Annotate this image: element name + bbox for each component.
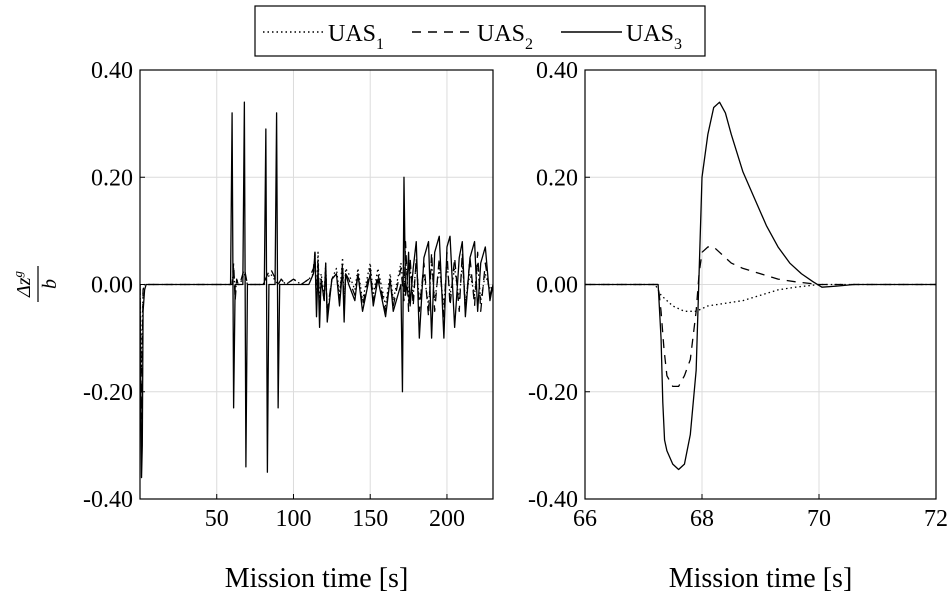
chart1-xtick-label-3: 200 xyxy=(429,506,465,532)
chart2-ytick-label-1: -0.20 xyxy=(528,380,578,406)
y-label-denominator: b xyxy=(39,279,61,289)
chart2-xtick-label-3: 72 xyxy=(924,506,948,532)
chart1-ytick-label-0: -0.40 xyxy=(83,487,133,513)
chart2-xtick-label-2: 70 xyxy=(807,506,831,532)
legend-box xyxy=(254,5,706,57)
legend-label-uas2: UAS2 xyxy=(477,21,533,53)
chart2-series-1-line xyxy=(585,283,936,312)
chart2-ytick-label-4: 0.40 xyxy=(536,58,578,84)
legend-label-uas1: UAS1 xyxy=(328,21,384,53)
chart1-ytick-label-3: 0.20 xyxy=(91,165,133,191)
legend: UAS1 UAS2 UAS3 xyxy=(254,5,706,57)
chart2-series-2-line xyxy=(585,246,936,388)
chart1-xtick-label-1: 100 xyxy=(275,506,311,532)
chart2-xtick-label-1: 68 xyxy=(690,506,714,532)
chart1-xtick-label-2: 150 xyxy=(352,506,388,532)
chart1-xtick-label-0: 50 xyxy=(205,506,229,532)
chart2-ytick-label-0: -0.40 xyxy=(528,487,578,513)
right-panel: -0.40 -0.20 0.00 0.20 0.40 66 68 70 72 Mission ti… xyxy=(528,58,948,593)
y-axis-label: Δzg b xyxy=(10,266,61,302)
chart1-ytick-label-4: 0.40 xyxy=(91,58,133,84)
chart1-x-axis-label: Mission time [s] xyxy=(225,563,409,593)
chart2-series-3-line xyxy=(585,101,936,471)
y-label-numerator: Δzg xyxy=(10,270,35,298)
chart2-x-axis-label: Mission time [s] xyxy=(669,563,853,593)
chart1-series-3-line xyxy=(140,101,493,479)
chart2-xtick-label-0: 66 xyxy=(573,506,597,532)
left-panel: -0.40 -0.20 0.00 0.20 0.40 50 100 150 200 Mission… xyxy=(83,58,494,593)
chart1-ytick-label-1: -0.20 xyxy=(83,380,133,406)
chart2-ytick-label-3: 0.20 xyxy=(536,165,578,191)
chart1-ytick-label-2: 0.00 xyxy=(91,273,133,299)
legend-label-uas3: UAS3 xyxy=(626,21,682,53)
chart2-ytick-label-2: 0.00 xyxy=(536,273,578,299)
